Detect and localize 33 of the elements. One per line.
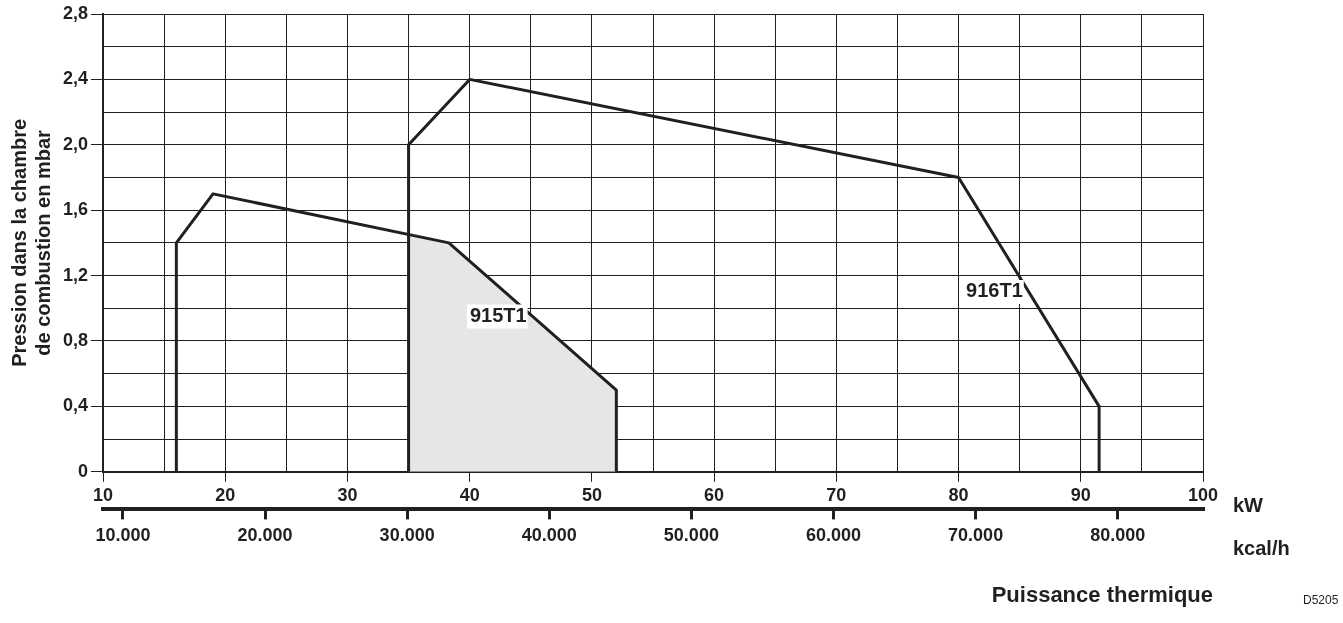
x2-tick-label: 60.000 [805, 525, 862, 546]
y-tick-label: 0,8 [62, 329, 89, 350]
x-tick-label: 40 [459, 484, 480, 505]
x2-tick-label: 50.000 [663, 525, 719, 546]
x2-tick-label: 30.000 [379, 525, 435, 546]
x-tick-label: 30 [337, 484, 358, 505]
x2-tick-label: 80.000 [1090, 525, 1146, 546]
x-tick-label: 50 [581, 484, 602, 505]
x-tick-label: 70 [826, 484, 847, 505]
text: Puissance thermique [991, 582, 1213, 608]
x-tick-label: 100 [1187, 484, 1219, 505]
series-label: 916T1 [966, 279, 1023, 302]
x-axis-title: kW [1233, 494, 1264, 517]
y-tick-label: 1,6 [62, 199, 89, 220]
y-tick-label: 0,4 [62, 395, 89, 416]
y-tick-label: 0 [78, 460, 89, 481]
x2-tick-label: 70.000 [948, 525, 1004, 546]
x-tick-label: 60 [704, 484, 725, 505]
x2-tick-label: 10.000 [95, 525, 151, 546]
x-tick-label: 80 [948, 484, 969, 505]
y-tick-label: 2,8 [62, 2, 89, 23]
x2-tick-label: 40.000 [521, 525, 577, 546]
x2-axis-title: kcal/h [1233, 536, 1290, 559]
y-tick-label: 2,4 [62, 68, 89, 89]
y-tick-label: 1,2 [62, 264, 89, 285]
y-axis-title: Pression dans la chambre de combustion en mbar [7, 118, 54, 367]
series-label: 915T1 [469, 303, 527, 326]
y-tick-label: 2,0 [62, 133, 89, 154]
text: D5205 [1303, 593, 1339, 608]
x-tick-label: 90 [1070, 484, 1091, 505]
x-tick-label: 20 [215, 484, 236, 505]
x2-tick-label: 20.000 [237, 525, 293, 546]
x-tick-label: 10 [93, 484, 114, 505]
